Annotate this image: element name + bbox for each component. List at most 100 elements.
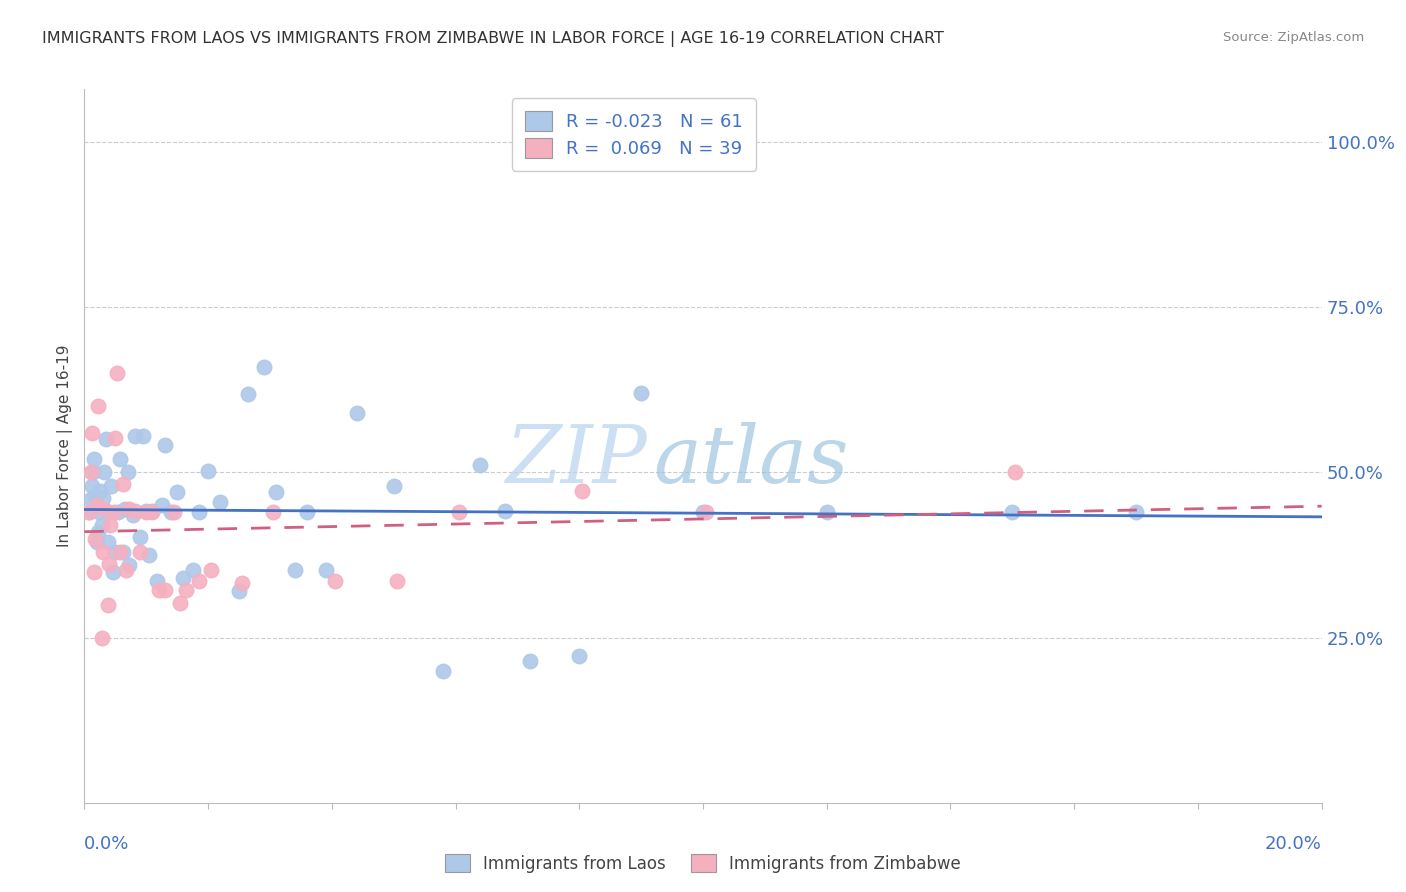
Point bbox=[110, 545, 132, 559]
Point bbox=[135, 505, 157, 519]
Point bbox=[87, 524, 110, 539]
Point bbox=[141, 504, 163, 518]
Point bbox=[104, 545, 127, 559]
Point bbox=[163, 505, 186, 519]
Point bbox=[103, 565, 125, 579]
Point bbox=[84, 489, 107, 503]
Point bbox=[97, 534, 120, 549]
Point bbox=[447, 505, 470, 519]
Point bbox=[104, 431, 127, 445]
Point bbox=[90, 631, 112, 645]
Point bbox=[209, 495, 232, 509]
Point bbox=[98, 557, 121, 571]
Point bbox=[228, 584, 250, 599]
Point bbox=[231, 576, 253, 591]
Point bbox=[264, 485, 287, 500]
Point bbox=[100, 478, 122, 492]
Point bbox=[124, 429, 146, 443]
Point bbox=[470, 458, 492, 472]
Point bbox=[91, 545, 114, 559]
Point bbox=[323, 574, 346, 589]
Point bbox=[103, 505, 125, 519]
Point bbox=[87, 400, 110, 414]
Point bbox=[630, 386, 652, 401]
Point bbox=[93, 466, 115, 480]
Point bbox=[568, 649, 591, 664]
Point bbox=[141, 505, 163, 519]
Point bbox=[111, 477, 134, 491]
Point bbox=[97, 598, 120, 612]
Point bbox=[86, 499, 108, 513]
Point bbox=[385, 574, 408, 589]
Point bbox=[129, 530, 152, 544]
Point bbox=[89, 505, 111, 519]
Point bbox=[695, 505, 717, 519]
Point bbox=[238, 387, 260, 401]
Point bbox=[148, 582, 170, 597]
Point bbox=[253, 359, 276, 374]
Point bbox=[110, 452, 132, 467]
Point bbox=[181, 563, 204, 577]
Text: ZIP: ZIP bbox=[506, 422, 647, 499]
Point bbox=[494, 504, 516, 518]
Legend: R = -0.023   N = 61, R =  0.069   N = 39: R = -0.023 N = 61, R = 0.069 N = 39 bbox=[512, 98, 756, 170]
Point bbox=[94, 433, 117, 447]
Point bbox=[98, 518, 121, 533]
Point bbox=[169, 596, 191, 610]
Point bbox=[1125, 505, 1147, 519]
Point bbox=[132, 429, 155, 443]
Point bbox=[135, 504, 157, 518]
Point bbox=[1001, 505, 1024, 519]
Point bbox=[107, 505, 129, 519]
Point bbox=[692, 505, 714, 519]
Point bbox=[571, 483, 593, 498]
Point bbox=[187, 505, 209, 519]
Point bbox=[153, 438, 176, 452]
Point bbox=[83, 452, 105, 467]
Point bbox=[80, 478, 103, 492]
Point bbox=[138, 548, 160, 562]
Text: Source: ZipAtlas.com: Source: ZipAtlas.com bbox=[1223, 31, 1364, 45]
Point bbox=[519, 654, 541, 668]
Point bbox=[382, 478, 405, 492]
Point bbox=[1004, 466, 1026, 480]
Point bbox=[284, 563, 307, 577]
Point bbox=[172, 571, 194, 585]
Point bbox=[118, 501, 141, 516]
Point bbox=[91, 491, 114, 505]
Point bbox=[129, 545, 152, 559]
Point bbox=[262, 505, 284, 519]
Point bbox=[150, 499, 173, 513]
Text: IMMIGRANTS FROM LAOS VS IMMIGRANTS FROM ZIMBABWE IN LABOR FORCE | AGE 16-19 CORR: IMMIGRANTS FROM LAOS VS IMMIGRANTS FROM … bbox=[42, 31, 943, 47]
Point bbox=[121, 508, 143, 523]
Point bbox=[146, 574, 169, 589]
Point bbox=[86, 534, 108, 549]
Point bbox=[187, 574, 209, 589]
Point bbox=[124, 504, 146, 518]
Y-axis label: In Labor Force | Age 16-19: In Labor Force | Age 16-19 bbox=[58, 344, 73, 548]
Text: atlas: atlas bbox=[654, 422, 849, 499]
Point bbox=[80, 425, 103, 440]
Point bbox=[89, 483, 111, 498]
Point bbox=[98, 505, 121, 519]
Point bbox=[83, 565, 105, 579]
Point bbox=[432, 664, 454, 678]
Point bbox=[200, 563, 222, 577]
Text: 0.0%: 0.0% bbox=[84, 835, 129, 853]
Point bbox=[176, 582, 198, 597]
Legend: Immigrants from Laos, Immigrants from Zimbabwe: Immigrants from Laos, Immigrants from Zi… bbox=[439, 847, 967, 880]
Point bbox=[118, 558, 141, 572]
Point bbox=[115, 563, 138, 577]
Point bbox=[295, 505, 318, 519]
Point bbox=[160, 505, 183, 519]
Point bbox=[79, 505, 101, 519]
Point bbox=[111, 545, 134, 559]
Point bbox=[90, 518, 112, 533]
Text: 20.0%: 20.0% bbox=[1265, 835, 1322, 853]
Point bbox=[84, 532, 107, 546]
Point bbox=[815, 505, 838, 519]
Point bbox=[114, 501, 136, 516]
Point bbox=[79, 466, 101, 480]
Point bbox=[315, 563, 337, 577]
Point bbox=[105, 367, 128, 381]
